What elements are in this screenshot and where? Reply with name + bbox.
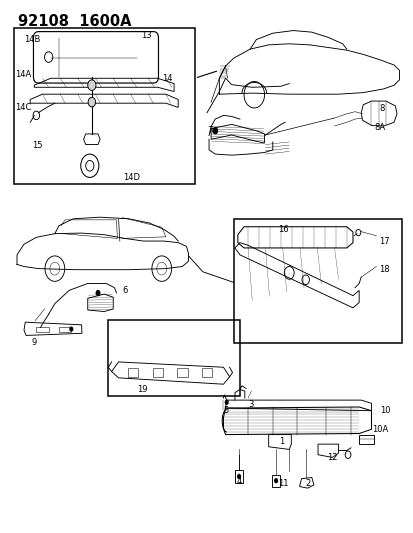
Text: 5: 5 [223, 406, 228, 415]
Text: 11: 11 [277, 479, 287, 488]
Text: 12: 12 [327, 453, 337, 462]
Bar [14, 28, 194, 184]
Text: 6: 6 [122, 286, 128, 295]
Bar [233, 219, 401, 343]
Text: 15: 15 [32, 141, 43, 150]
Text: 18: 18 [378, 265, 389, 273]
Circle shape [237, 474, 240, 479]
Bar [152, 368, 163, 377]
Text: 16: 16 [277, 225, 288, 234]
Text: 17: 17 [378, 237, 389, 246]
Bar [271, 475, 280, 487]
Bar [36, 327, 49, 332]
Text: 14A: 14A [15, 70, 31, 79]
Circle shape [88, 80, 96, 91]
Text: 10: 10 [379, 406, 389, 415]
Text: 1: 1 [279, 437, 284, 446]
Text: 8A: 8A [374, 123, 385, 132]
Text: 19: 19 [137, 385, 147, 394]
Text: 9: 9 [31, 338, 37, 347]
Bar [235, 470, 242, 483]
Text: 13: 13 [141, 31, 152, 40]
Text: 92108  1600A: 92108 1600A [18, 13, 131, 29]
Circle shape [212, 127, 217, 134]
Bar [128, 368, 138, 377]
Bar [202, 368, 212, 377]
Text: 14C: 14C [15, 103, 31, 112]
Text: 3: 3 [247, 400, 253, 409]
Text: 4: 4 [236, 477, 241, 486]
Circle shape [273, 478, 278, 483]
Bar [59, 327, 71, 332]
Text: 14: 14 [161, 74, 172, 83]
Circle shape [69, 326, 73, 332]
Circle shape [224, 400, 228, 405]
Text: 7: 7 [206, 126, 212, 135]
Text: 2: 2 [305, 479, 310, 488]
Bar [108, 319, 239, 397]
Circle shape [88, 98, 95, 107]
Text: 14B: 14B [24, 35, 40, 44]
Bar [177, 368, 187, 377]
Text: 8: 8 [379, 104, 384, 113]
Circle shape [95, 290, 100, 296]
Text: 10A: 10A [371, 425, 388, 434]
Text: 14D: 14D [122, 173, 139, 182]
